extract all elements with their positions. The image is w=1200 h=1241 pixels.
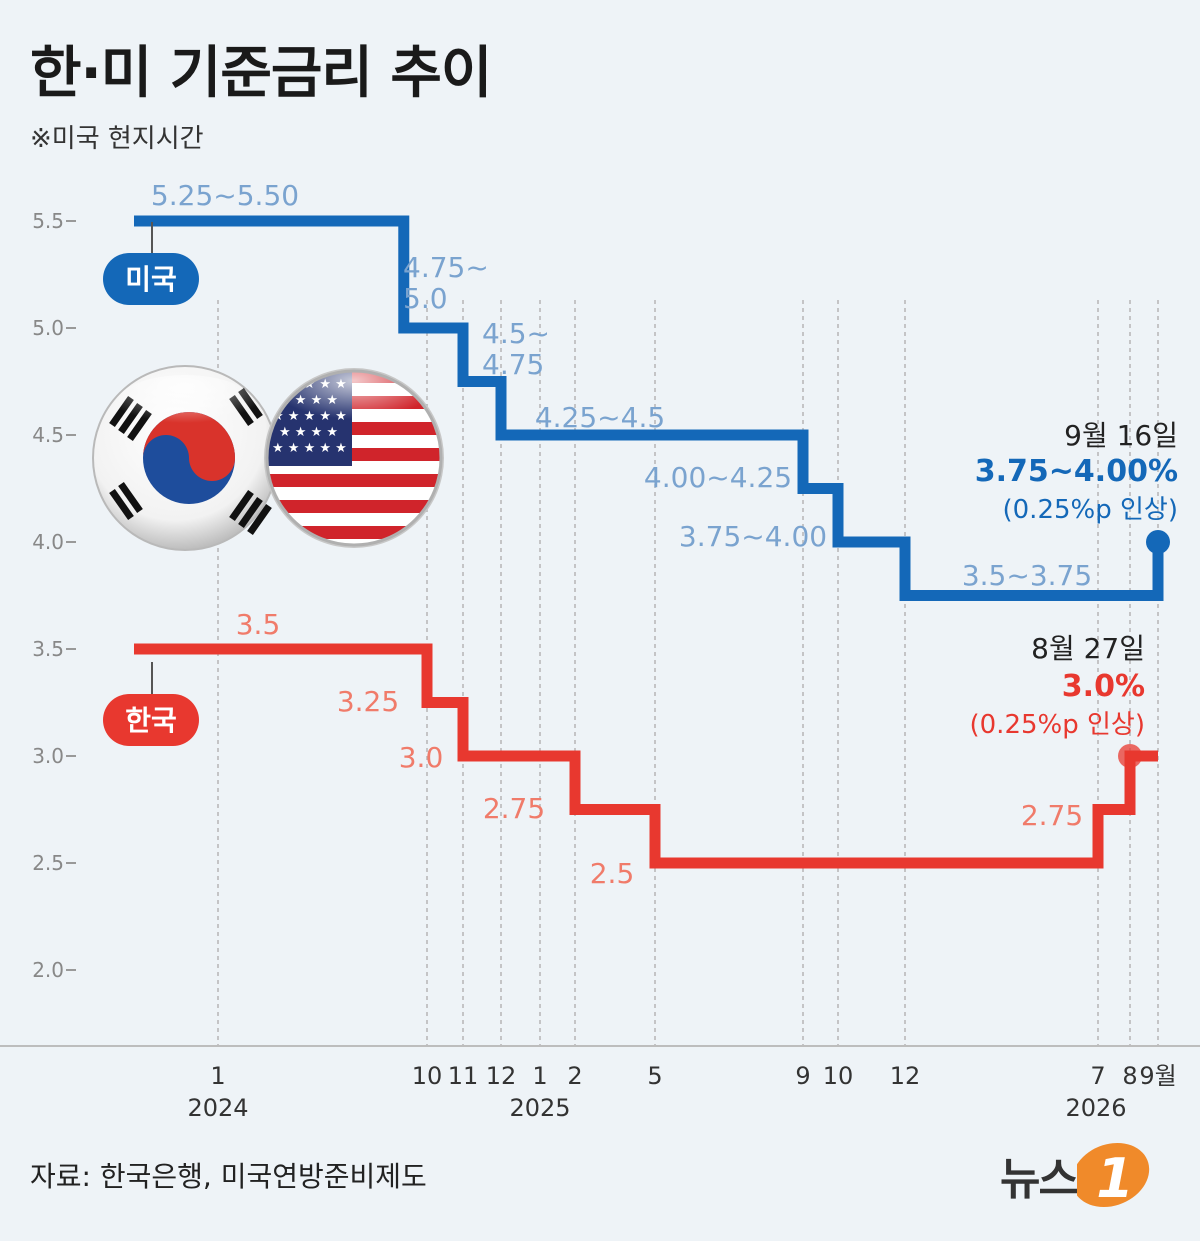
x-year-label: 2024 [187,1094,248,1122]
page-title: 한·미 기준금리 추이 [30,41,492,106]
x-tick-label: 2 [567,1062,582,1090]
kr-series-pill [103,694,199,746]
x-tick-label: 9 [795,1062,810,1090]
us-annotation-change: (0.25%p 인상) [1003,495,1179,525]
kr-label-2.75-b: 2.75 [1021,799,1083,832]
kr-label-2.75-a: 2.75 [483,792,545,825]
us-annotation-value: 3.75~4.00% [975,454,1178,489]
y-tick-label: 2.5 [32,851,64,875]
y-tick-label: 5.0 [32,316,64,340]
svg-text:★ ★ ★ ★: ★ ★ ★ ★ [279,425,338,440]
us-label-4.5-4.75: 4.5~ 4.75 [482,317,550,381]
us-label-5.25-5.50: 5.25~5.50 [151,179,299,212]
x-tick-label: 9월 [1139,1062,1176,1090]
kr-label-3.25: 3.25 [337,685,399,718]
x-year-label: 2026 [1065,1094,1126,1122]
x-tick-label: 5 [647,1062,662,1090]
y-tick-label: 4.5 [32,423,64,447]
x-tick-label: 1 [210,1062,225,1090]
logo-text: 뉴스 [1000,1154,1079,1205]
kr-label-2.5: 2.5 [590,857,635,890]
us-label-3.75-4.00: 3.75~4.00 [679,520,827,553]
kr-rate-line [134,643,1158,869]
kr-annotation-date: 8월 27일 [1031,632,1145,665]
us-label-4.25-4.5: 4.25~4.5 [535,401,665,434]
kr-annotation-value: 3.0% [1062,669,1145,704]
us-label-4.75-5.0: 4.75~ 5.0 [403,251,489,315]
source-note: 자료: 한국은행, 미국연방준비제도 [30,1160,427,1193]
y-tick-label: 3.0 [32,744,64,768]
y-tick-label: 5.5 [32,209,64,233]
usa-flag-icon: ★ ★ ★ ★ ★ ★ ★ ★ ★ ★ ★ ★ ★ ★ ★ ★ ★ ★ ★ ★ … [264,368,444,548]
y-axis: 5.5 5.0 4.5 4.0 3.5 3.0 2.5 2.0 [32,209,76,982]
us-label-3.5-3.75: 3.5~3.75 [962,559,1092,592]
us-series-pill [103,253,199,305]
y-tick-label: 4.0 [32,530,64,554]
kr-series-name: 한국 [125,704,177,737]
us-annotation-date: 9월 16일 [1064,419,1178,452]
y-tick-label: 2.0 [32,958,64,982]
x-tick-label: 12 [890,1062,921,1090]
timezone-note: ※미국 현지시간 [30,124,204,154]
kr-label-3.5: 3.5 [236,608,281,641]
kr-label-3.0: 3.0 [399,741,444,774]
x-tick-label: 10 [412,1062,443,1090]
korea-flag-icon [92,365,278,551]
y-tick-label: 3.5 [32,637,64,661]
x-tick-label: 11 [448,1062,479,1090]
svg-text:★ ★ ★ ★ ★: ★ ★ ★ ★ ★ [272,441,347,456]
kr-annotation-change: (0.25%p 인상) [970,710,1146,740]
svg-text:1: 1 [1096,1147,1134,1210]
kr-latest-marker [1118,744,1142,768]
x-tick-label: 8 [1122,1062,1137,1090]
logo-mark-icon: 1 [1076,1143,1150,1210]
us-label-4.00-4.25: 4.00~4.25 [644,461,792,494]
x-tick-label: 10 [823,1062,854,1090]
x-tick-label: 12 [486,1062,517,1090]
x-year-label: 2025 [509,1094,570,1122]
us-latest-marker [1146,530,1170,554]
x-tick-label: 7 [1090,1062,1105,1090]
news1-logo: 뉴스 1 [1000,1140,1159,1210]
x-tick-label: 1 [532,1062,547,1090]
us-rate-line [134,215,1164,601]
us-series-name: 미국 [125,263,177,296]
